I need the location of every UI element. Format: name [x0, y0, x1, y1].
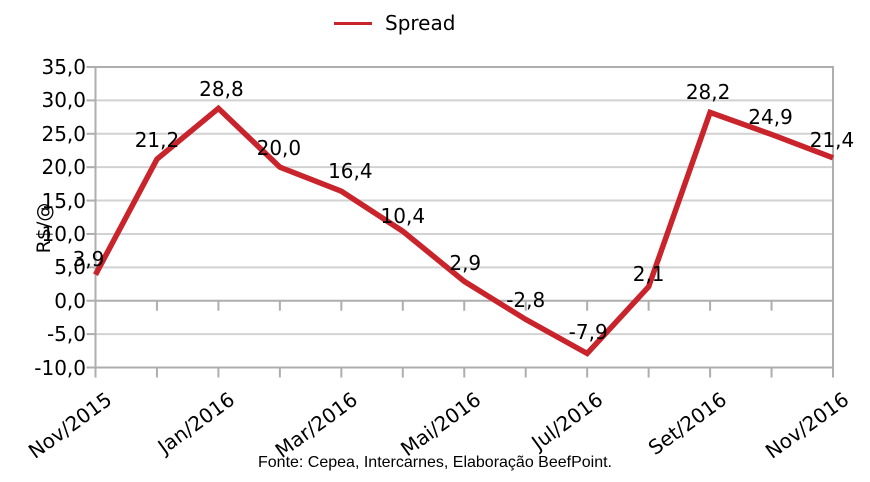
data-label: 28,2	[685, 80, 731, 105]
y-tick-label: -5,0	[46, 322, 86, 347]
data-label: -7,9	[568, 320, 608, 345]
data-label: 20,0	[256, 136, 302, 161]
spread-series-line	[93, 104, 834, 357]
y-tick-label: 25,0	[41, 121, 86, 146]
data-label: -2,8	[506, 288, 546, 313]
y-tick-label: 35,0	[41, 55, 86, 79]
data-label: 2,1	[632, 261, 665, 286]
data-label: 10,4	[380, 204, 426, 229]
y-tick-label: 0,0	[54, 288, 86, 313]
legend-line-swatch	[334, 21, 372, 25]
y-tick-label: 20,0	[41, 155, 86, 180]
data-label: 21,4	[809, 127, 855, 152]
source-note: Fonte: Cepea, Intercarnes, Elaboração Be…	[258, 454, 612, 471]
plot-border	[94, 66, 834, 369]
data-label: 28,8	[199, 77, 244, 102]
y-tick-label: 15,0	[41, 188, 86, 213]
y-tick-label: 5,0	[54, 255, 86, 280]
y-tick-label: 30,0	[41, 88, 86, 113]
chart-legend: Spread	[334, 12, 455, 34]
y-tick-label: -10,0	[34, 355, 86, 380]
data-label: 3,9	[72, 246, 105, 271]
y-tick-label: 10,0	[41, 221, 86, 246]
data-label: 24,9	[748, 105, 793, 130]
data-label: 16,4	[328, 159, 373, 184]
data-label: 2,9	[449, 251, 482, 276]
data-label: 21,2	[134, 128, 180, 153]
legend-series-label: Spread	[385, 11, 456, 35]
